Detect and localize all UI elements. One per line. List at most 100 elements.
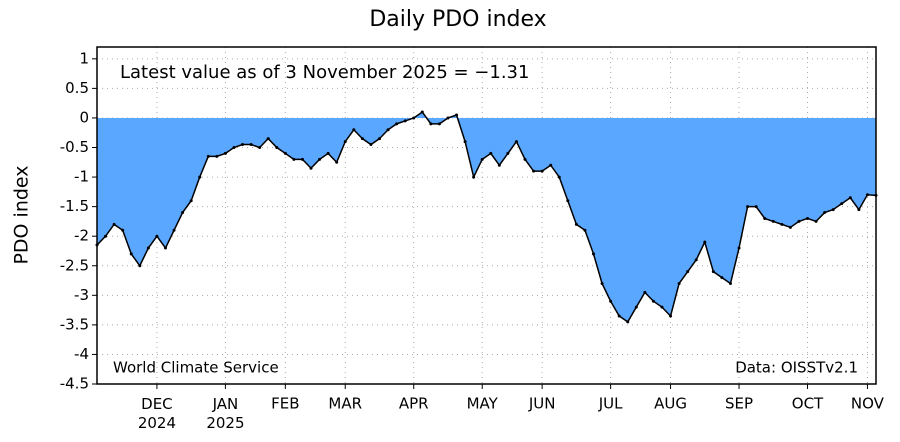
- y-axis-label: PDO index: [11, 165, 33, 264]
- point: [703, 240, 707, 244]
- point: [429, 122, 433, 126]
- y-tick-label: -4.5: [60, 375, 89, 393]
- x-tick-label: OCT: [792, 395, 824, 413]
- y-tick-label: -2: [74, 227, 89, 245]
- point: [557, 175, 561, 179]
- point: [797, 219, 801, 223]
- point: [121, 228, 125, 232]
- point: [292, 157, 296, 161]
- x-tick-label: APR: [399, 395, 429, 413]
- point: [489, 151, 493, 155]
- point: [609, 299, 613, 303]
- y-tick-label: -1.5: [60, 197, 89, 215]
- point: [163, 246, 167, 250]
- point: [651, 299, 655, 303]
- point: [309, 166, 313, 170]
- x-tick-label: FEB: [271, 395, 299, 413]
- point: [806, 216, 810, 220]
- point: [189, 199, 193, 203]
- point: [198, 175, 202, 179]
- x-tick-label: JUL: [598, 395, 623, 413]
- point: [352, 128, 356, 132]
- y-tick-label: -3: [74, 286, 89, 304]
- y-tick-label: -0.5: [60, 138, 89, 156]
- point: [446, 116, 450, 120]
- point: [172, 228, 176, 232]
- y-tick-label: 1: [79, 49, 89, 67]
- point: [104, 234, 108, 238]
- point: [788, 225, 792, 229]
- point: [249, 143, 253, 147]
- point: [771, 219, 775, 223]
- point: [463, 140, 467, 144]
- point: [506, 151, 510, 155]
- point: [694, 258, 698, 262]
- point: [532, 169, 536, 173]
- annotation: Data: OISSTv2.1: [735, 359, 858, 377]
- point: [283, 151, 287, 155]
- point: [566, 199, 570, 203]
- point: [206, 154, 210, 158]
- point: [146, 246, 150, 250]
- point: [746, 205, 750, 209]
- point: [420, 110, 424, 114]
- point: [686, 270, 690, 274]
- point: [403, 119, 407, 123]
- point: [634, 305, 638, 309]
- point: [737, 246, 741, 250]
- point: [763, 216, 767, 220]
- x-tick-label: JUN: [528, 395, 556, 413]
- point: [497, 163, 501, 167]
- x-tick-label: NOV: [851, 395, 885, 413]
- point: [865, 193, 869, 197]
- point: [600, 281, 604, 285]
- point: [728, 281, 732, 285]
- point: [523, 157, 527, 161]
- point: [840, 202, 844, 206]
- point: [232, 146, 236, 150]
- annotation: Latest value as of 3 November 2025 = −1.…: [120, 62, 529, 83]
- y-tick-label: 0: [79, 108, 89, 126]
- point: [300, 157, 304, 161]
- point: [780, 222, 784, 226]
- point: [617, 314, 621, 318]
- x-tick-label: MAR: [328, 395, 362, 413]
- point: [626, 320, 630, 324]
- area: [97, 112, 876, 322]
- point: [660, 305, 664, 309]
- point: [437, 122, 441, 126]
- point: [472, 175, 476, 179]
- point: [360, 137, 364, 141]
- point: [823, 211, 827, 215]
- point: [754, 205, 758, 209]
- point: [720, 276, 724, 280]
- point: [258, 146, 262, 150]
- point: [814, 219, 818, 223]
- point: [275, 146, 279, 150]
- point: [112, 222, 116, 226]
- point: [129, 252, 133, 256]
- point: [138, 264, 142, 268]
- point: [181, 211, 185, 215]
- point: [669, 314, 673, 318]
- point: [377, 137, 381, 141]
- point: [583, 228, 587, 232]
- point: [643, 290, 647, 294]
- point: [857, 208, 861, 212]
- point: [335, 160, 339, 164]
- point: [215, 154, 219, 158]
- point: [318, 157, 322, 161]
- point: [412, 116, 416, 120]
- point: [386, 128, 390, 132]
- point: [455, 113, 459, 117]
- point: [574, 222, 578, 226]
- point: [480, 157, 484, 161]
- y-tick-label: -3.5: [60, 315, 89, 333]
- point: [592, 252, 596, 256]
- y-tick-label: -4: [74, 345, 89, 363]
- point: [326, 151, 330, 155]
- point: [395, 122, 399, 126]
- x-tick-label: DEC 2024: [138, 395, 176, 432]
- x-tick-label: SEP: [725, 395, 753, 413]
